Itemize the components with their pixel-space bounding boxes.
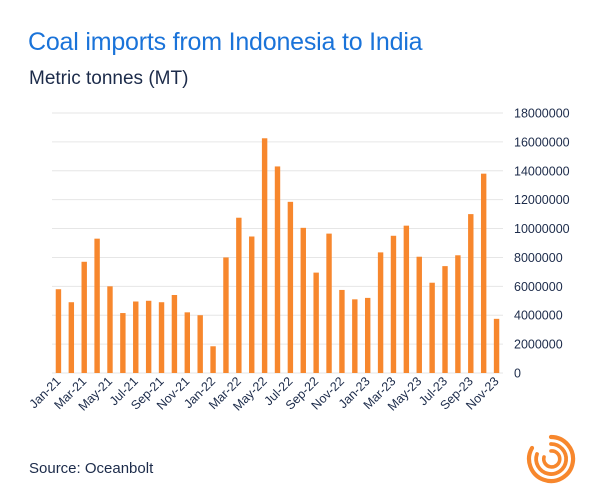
bar bbox=[339, 289, 345, 373]
bar bbox=[313, 272, 319, 373]
bar bbox=[249, 236, 255, 373]
bar bbox=[442, 266, 448, 373]
bar bbox=[377, 252, 384, 373]
bar bbox=[261, 138, 268, 373]
bar-chart: 0 2000000 4000000 6000000 8000000 10000000 120… bbox=[27, 107, 570, 414]
oceanbolt-logo-icon bbox=[526, 434, 576, 484]
y-tick-label: 12000000 bbox=[514, 193, 570, 207]
bar bbox=[429, 282, 435, 373]
y-tick-label: 2000000 bbox=[514, 338, 563, 352]
bar bbox=[287, 201, 294, 373]
bar bbox=[236, 217, 242, 373]
bar bbox=[55, 289, 62, 373]
bar bbox=[390, 235, 397, 373]
bar bbox=[223, 257, 229, 373]
bar bbox=[133, 301, 139, 373]
bar bbox=[480, 173, 487, 373]
bar bbox=[364, 297, 371, 373]
y-tick-label: 6000000 bbox=[514, 280, 563, 294]
y-tick-label: 18000000 bbox=[514, 107, 570, 121]
y-tick-label: 0 bbox=[514, 367, 521, 381]
bar bbox=[68, 302, 75, 373]
bar bbox=[94, 238, 100, 373]
bar bbox=[300, 227, 306, 373]
bar bbox=[468, 214, 474, 373]
bar bbox=[274, 166, 281, 373]
source-note: Source: Oceanbolt bbox=[29, 460, 154, 477]
chart-title: Coal imports from Indonesia to India bbox=[28, 28, 423, 56]
bar bbox=[145, 300, 152, 373]
y-tick-label: 10000000 bbox=[514, 222, 570, 236]
y-tick-label: 16000000 bbox=[514, 135, 570, 149]
bar bbox=[210, 346, 216, 373]
bar bbox=[158, 302, 165, 373]
bar bbox=[184, 312, 191, 373]
y-tick-label: 14000000 bbox=[514, 164, 570, 178]
bar bbox=[81, 261, 87, 373]
y-tick-label: 4000000 bbox=[514, 309, 563, 323]
bar bbox=[326, 233, 332, 373]
chart-subtitle: Metric tonnes (MT) bbox=[29, 68, 189, 89]
bar bbox=[120, 313, 126, 373]
bar bbox=[455, 255, 461, 373]
bar bbox=[493, 318, 500, 373]
bar bbox=[352, 299, 358, 373]
y-tick-label: 8000000 bbox=[514, 251, 563, 265]
bar bbox=[416, 256, 422, 373]
bar bbox=[403, 225, 410, 373]
bar bbox=[197, 315, 203, 373]
bar bbox=[171, 295, 178, 373]
bar bbox=[107, 286, 113, 373]
